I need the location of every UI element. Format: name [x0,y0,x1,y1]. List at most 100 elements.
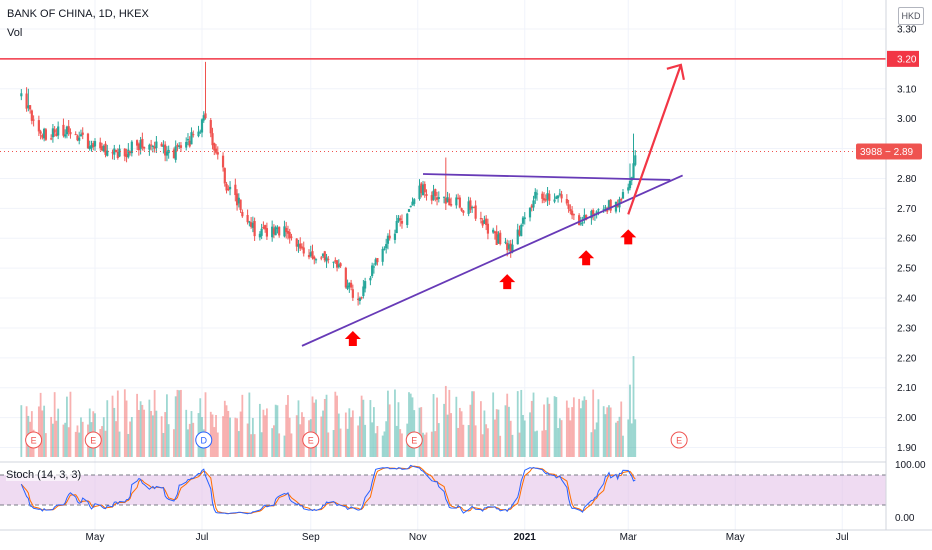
candle-body [449,203,453,206]
candle-body [479,218,483,220]
candle-body [64,134,67,137]
candle-body [320,257,323,259]
volume-bar [557,428,559,457]
candle-body [288,232,291,239]
candle-body [397,217,400,222]
volume-bar [383,431,386,457]
volume-bar [315,399,317,457]
volume-bar [565,400,568,457]
volume-bar [43,405,46,457]
volume-bar [532,392,535,457]
volume-bar [409,393,412,457]
candle-body [179,145,183,148]
volume-bar [371,422,374,457]
candle-body [25,93,28,109]
volume-bar [285,404,288,457]
volume-bar [620,401,623,457]
candle-body [278,226,281,236]
candle-body [578,215,581,226]
volume-bar [448,389,451,457]
volume-bar [483,410,486,457]
candle-body [43,128,46,139]
volume-bar [634,419,637,457]
volume-bar [581,400,584,457]
volume-bar [62,424,65,457]
price-tick-label: 2.20 [897,353,917,364]
time-tick-label: Mar [620,532,638,543]
volume-bar [66,396,68,457]
volume-bar [395,425,398,457]
candle-body [190,132,193,145]
candle-body [302,247,305,254]
candle-body [507,244,511,249]
earnings-marker-label: E [90,436,96,446]
candle-body [139,140,142,150]
candle-body [528,207,532,218]
candle-body [32,119,35,121]
candle-body [520,224,523,237]
price-tick-label: 2.80 [897,174,917,185]
up-arrow-marker [620,229,637,245]
volume-bar [606,407,609,457]
candle-body [265,228,269,237]
volume-bar [69,391,72,457]
candle-body [164,144,167,156]
volume-bar [20,405,23,457]
candle-body [462,210,465,213]
candle-body [211,133,214,146]
volume-bar [608,405,610,457]
candle-body [420,183,423,194]
volume-bar [432,394,435,457]
candle-body [634,155,637,165]
candle-body [532,200,535,208]
candle-body [200,119,204,133]
volume-bar [373,407,375,457]
candle-body [141,138,144,148]
volume-bar [81,421,84,457]
time-tick-label: May [86,532,105,543]
candle-body [509,243,512,254]
earnings-marker-label: E [411,436,417,446]
candle-body [67,126,70,133]
volume-legend: Vol [7,27,23,39]
volume-bar [590,432,593,457]
candle-body [204,113,207,119]
candle-body [74,134,77,136]
candle-body [76,135,79,141]
candle-body [486,223,490,234]
volume-bar [204,392,207,457]
price-tick-label: 3.00 [897,114,917,125]
volume-bar [101,426,103,457]
currency-badge[interactable]: HKD [898,7,924,25]
candle-body [62,124,65,136]
volume-bar [250,434,253,457]
candle-body [53,129,56,133]
horizontal-resistance-line [422,173,671,181]
candle-body [516,229,519,245]
candle-body [309,252,312,257]
volume-bar [222,416,224,457]
volume-bar [418,407,421,457]
candle-body [362,286,365,297]
candle-body [174,146,177,160]
candle-body [213,143,216,151]
candle-body [69,132,72,135]
candle-body [572,214,575,216]
candle-body [334,260,337,262]
volume-bar [39,392,42,457]
volume-bar [401,433,403,457]
volume-bar [260,432,263,457]
candle-body [541,193,544,199]
symbol-title[interactable]: BANK OF CHINA, 1D, HKEX [7,8,149,20]
volume-bar [236,418,238,457]
candle-body [307,255,311,258]
candle-body [313,256,316,260]
candle-body [272,228,276,235]
candle-body [286,231,290,234]
volume-bar [129,421,131,457]
volume-bar [583,396,586,457]
candle-body [332,261,335,263]
candle-body [621,192,625,199]
candle-body [37,120,40,132]
